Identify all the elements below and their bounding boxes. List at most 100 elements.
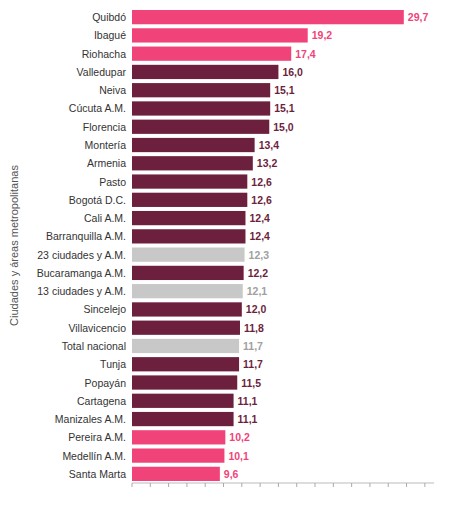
data-label: 10,2 — [229, 431, 250, 443]
x-tick — [241, 483, 242, 487]
data-label: 12,1 — [247, 285, 268, 297]
data-label: 12,4 — [249, 212, 270, 224]
data-label: 11,8 — [244, 322, 264, 334]
data-label: 10,1 — [228, 450, 249, 462]
data-label: 11,1 — [238, 395, 258, 407]
bar — [132, 321, 240, 335]
bar — [132, 266, 244, 280]
bar — [132, 138, 255, 152]
data-label: 12,4 — [249, 230, 270, 242]
category-label: 13 ciudades y A.M. — [37, 285, 126, 297]
bar — [132, 394, 234, 408]
bar — [132, 47, 291, 61]
x-tick — [351, 483, 352, 487]
category-label: Ibagué — [94, 29, 126, 41]
bar — [132, 448, 224, 462]
data-label: 12,2 — [248, 267, 269, 279]
data-label: 9,6 — [224, 468, 239, 480]
bar — [132, 339, 239, 353]
data-label: 13,2 — [257, 157, 278, 169]
data-label: 12,6 — [251, 194, 272, 206]
category-label: Medellín A.M. — [62, 450, 126, 462]
bar — [132, 248, 245, 262]
bar — [132, 10, 404, 24]
x-tick — [296, 483, 297, 487]
x-tick — [315, 483, 316, 487]
x-tick — [388, 483, 389, 487]
data-labels: 29,7 19,2 17,4 16,0 15,1 15,1 15,0 13,4 13,2 12,6… — [224, 11, 429, 480]
y-tick-labels: Quibdó Ibagué Riohacha Valledupar Neiva Cúcut… — [37, 11, 127, 480]
data-label: 11,1 — [238, 413, 258, 425]
category-label: Armenia — [87, 157, 126, 169]
category-label: Cartagena — [77, 395, 126, 407]
category-label: Barranquilla A.M. — [46, 230, 126, 242]
category-label: Tunja — [100, 358, 126, 370]
bar — [132, 193, 247, 207]
category-label: Bogotá D.C. — [69, 194, 126, 206]
bar — [132, 174, 247, 188]
x-tick — [132, 483, 133, 487]
data-label: 11,7 — [243, 358, 263, 370]
bar — [132, 412, 234, 426]
category-label: Sincelejo — [83, 303, 126, 315]
bar — [132, 229, 245, 243]
bar — [132, 284, 243, 298]
category-label: 23 ciudades y A.M. — [37, 249, 126, 261]
x-tick — [260, 483, 261, 487]
y-axis-label: Ciudades y áreas metropolitanas — [8, 165, 20, 326]
category-label: Total nacional — [62, 340, 126, 352]
category-label: Popayán — [85, 377, 127, 389]
data-label: 29,7 — [408, 11, 429, 23]
category-label: Pereira A.M. — [68, 431, 126, 443]
category-label: Cali A.M. — [84, 212, 126, 224]
x-tick — [278, 483, 279, 487]
data-label: 12,0 — [246, 303, 267, 315]
data-label: 19,2 — [312, 29, 333, 41]
data-label: 17,4 — [295, 48, 316, 60]
bar — [132, 101, 270, 115]
bar — [132, 28, 308, 42]
x-tick — [424, 483, 425, 487]
bar — [132, 357, 239, 371]
category-label: Valledupar — [77, 66, 127, 78]
category-label: Pasto — [99, 176, 126, 188]
x-tick — [168, 483, 169, 487]
category-label: Manizales A.M. — [55, 413, 126, 425]
bar — [132, 120, 269, 134]
category-label: Neiva — [99, 84, 126, 96]
bars — [132, 10, 404, 481]
x-tick — [406, 483, 407, 487]
chart: Quibdó Ibagué Riohacha Valledupar Neiva Cúcut… — [0, 0, 474, 505]
category-label: Quibdó — [92, 11, 126, 23]
category-label: Montería — [85, 139, 127, 151]
x-tick — [205, 483, 206, 487]
bar — [132, 302, 242, 316]
category-label: Villavicencio — [68, 322, 126, 334]
category-label: Riohacha — [82, 48, 127, 60]
category-label: Florencia — [83, 121, 126, 133]
data-label: 15,1 — [274, 84, 295, 96]
x-tick — [333, 483, 334, 487]
category-label: Cúcuta A.M. — [69, 102, 126, 114]
bar — [132, 375, 237, 389]
data-label: 15,0 — [273, 121, 294, 133]
data-label: 12,6 — [251, 176, 272, 188]
bar — [132, 83, 270, 97]
data-label: 11,5 — [241, 377, 261, 389]
data-label: 15,1 — [274, 102, 295, 114]
bar — [132, 65, 278, 79]
bar — [132, 430, 225, 444]
category-label: Bucaramanga A.M. — [37, 267, 126, 279]
data-label: 13,4 — [259, 139, 280, 151]
x-axis — [132, 483, 434, 487]
bar — [132, 211, 245, 225]
data-label: 12,3 — [249, 249, 270, 261]
bar — [132, 467, 220, 481]
data-label: 11,7 — [243, 340, 263, 352]
x-tick — [186, 483, 187, 487]
x-tick — [369, 483, 370, 487]
bar — [132, 156, 253, 170]
data-label: 16,0 — [282, 66, 303, 78]
x-tick — [223, 483, 224, 487]
x-tick — [150, 483, 151, 487]
